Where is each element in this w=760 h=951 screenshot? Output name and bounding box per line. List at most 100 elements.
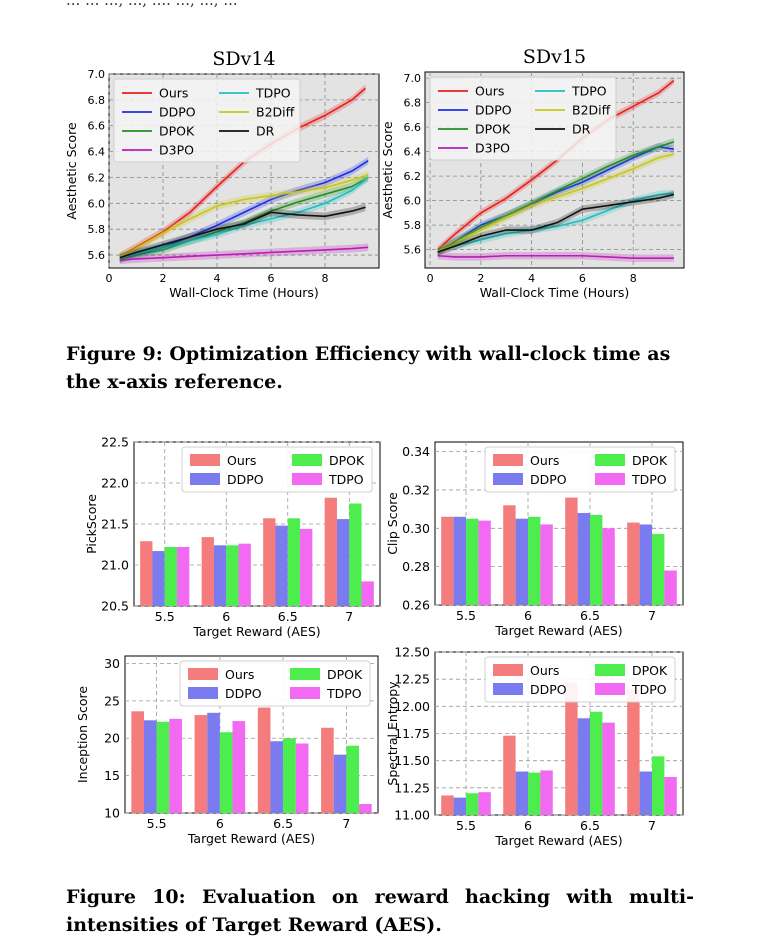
y-axis-label: Aesthetic Score xyxy=(64,122,79,220)
x-tick-label: 6 xyxy=(579,272,586,285)
legend-label-dpok: DPOK xyxy=(327,667,363,682)
bar-dpok xyxy=(652,756,665,815)
bar-dpok xyxy=(287,518,301,606)
series-line-dpok xyxy=(437,141,675,253)
bar-dpok xyxy=(528,772,541,815)
legend-swatch-ours xyxy=(493,664,523,676)
legend-label-ours: Ours xyxy=(530,663,559,678)
legend-label-dpok: DPOK xyxy=(329,453,365,468)
y-tick-label: 11.00 xyxy=(394,808,430,823)
legend-label-tdpo: TDPO xyxy=(326,686,362,701)
legend-label-tdpo: TDPO xyxy=(328,472,364,487)
right-column-fragment xyxy=(748,0,760,951)
series-band-ours xyxy=(119,84,366,261)
legend-label-ddpo: DDPO xyxy=(225,686,262,701)
legend-box xyxy=(429,76,617,161)
legend-swatch-tdpo xyxy=(292,473,322,485)
bar-dpok xyxy=(219,732,233,813)
bar-ddpo xyxy=(515,771,528,815)
legend-box xyxy=(181,446,373,493)
y-axis-label: Spectral Entropy xyxy=(385,681,400,786)
legend-label-b2diff: B2Diff xyxy=(256,105,295,120)
y-tick-label: 6.2 xyxy=(404,170,422,183)
bar-ours xyxy=(627,688,640,815)
chart-clipscore: 0.26 0.28 0.30 0.32 0.34 5.5 6 6.5 7 Target Rewar… xyxy=(385,441,684,638)
legend-swatch-ddpo xyxy=(188,687,218,699)
bar-ddpo xyxy=(453,797,466,815)
bar-dpok xyxy=(349,503,362,606)
chart-title: SDv14 xyxy=(212,48,275,70)
y-axis-label: Clip Score xyxy=(385,492,400,555)
series-band-tdpo xyxy=(437,189,674,255)
y-tick-label: 6.6 xyxy=(404,121,422,134)
bar-tdpo xyxy=(602,722,615,815)
x-axis-label: Target Reward (AES) xyxy=(494,833,622,848)
bar-ours xyxy=(201,537,214,606)
bar-tdpo xyxy=(540,770,553,815)
series-band-dpok xyxy=(119,173,369,263)
bar-tdpo xyxy=(359,804,372,813)
y-tick-label: 0.26 xyxy=(402,598,430,613)
legend-label-ddpo: DDPO xyxy=(530,682,567,697)
legend-label-dr: DR xyxy=(572,122,591,137)
legend-swatch-ddpo xyxy=(493,683,523,695)
bar-ddpo xyxy=(453,516,466,605)
bar-tdpo xyxy=(295,743,309,813)
y-tick-label: 6.4 xyxy=(88,146,106,159)
bar-ddpo xyxy=(152,551,165,606)
bar-tdpo xyxy=(232,721,246,813)
x-axis-label: Target Reward (AES) xyxy=(192,624,320,639)
bar-ddpo xyxy=(270,741,284,813)
legend-label-ours: Ours xyxy=(227,453,256,468)
bar-ddpo xyxy=(207,712,220,813)
legend-swatch-tdpo xyxy=(595,473,625,485)
legend-swatch-dpok xyxy=(595,454,625,466)
bar-dpok xyxy=(466,793,479,815)
x-tick-label: 6 xyxy=(268,272,275,285)
y-tick-label: 0.30 xyxy=(402,521,430,536)
bar-tdpo xyxy=(300,528,313,606)
figure-9-caption: Figure 9: Optimization Efficiency with w… xyxy=(66,343,671,393)
y-tick-label: 0.32 xyxy=(402,482,430,497)
x-axis-label: Target Reward (AES) xyxy=(187,831,315,846)
legend-swatch-ddpo xyxy=(493,473,523,485)
bar-tdpo xyxy=(169,718,182,813)
bar-ours xyxy=(565,682,578,815)
legend-label-tdpo: TDPO xyxy=(631,472,667,487)
legend-label-tdpo: TDPO xyxy=(631,682,667,697)
legend-box xyxy=(484,656,676,703)
x-tick-label: 0 xyxy=(427,272,434,285)
y-tick-label: 6.4 xyxy=(404,146,422,159)
figure-10-caption: Figure 10: Evaluation on reward hacking … xyxy=(66,886,694,936)
bar-ddpo xyxy=(639,524,652,605)
y-tick-label: 22.5 xyxy=(101,435,129,450)
bar-ddpo xyxy=(639,771,652,815)
legend-label-dpok: DPOK xyxy=(159,124,195,139)
y-tick-label: 12.50 xyxy=(394,645,430,660)
y-tick-label: 12.25 xyxy=(394,672,430,687)
y-tick-label: 20.5 xyxy=(101,599,129,614)
bar-tdpo xyxy=(540,524,553,605)
y-tick-label: 0.28 xyxy=(402,559,430,574)
series-line-tdpo xyxy=(437,192,674,252)
bar-ddpo xyxy=(333,754,347,813)
bar-dpok xyxy=(466,518,479,605)
x-tick-label: 6.5 xyxy=(278,609,298,624)
figure-9: 0 2 4 6 8 5.6 5.8 6.0 6.2 6.4 6.6 6.8 7.0 SDv14 Wall-C… xyxy=(64,46,685,300)
y-tick-label: 6.6 xyxy=(88,120,106,133)
x-tick-label: 6.5 xyxy=(273,816,293,831)
series-line-d3po xyxy=(119,246,369,262)
x-tick-label: 6 xyxy=(222,609,230,624)
legend-label-b2diff: B2Diff xyxy=(572,103,611,118)
bar-dpok xyxy=(590,514,603,605)
bar-tdpo xyxy=(478,792,491,815)
legend-label-ours: Ours xyxy=(159,86,188,101)
y-tick-label: 21.0 xyxy=(101,558,129,573)
series-line-b2diff xyxy=(119,174,369,258)
series-band-dr xyxy=(119,203,366,262)
bar-ours xyxy=(321,727,334,813)
bar-ours xyxy=(131,711,144,813)
x-tick-label: 2 xyxy=(477,272,484,285)
chart-pickscore: 20.5 21.0 21.5 22.0 22.5 5.5 6 6.5 7 Target Rewar… xyxy=(84,435,381,639)
bar-dpok xyxy=(346,745,360,813)
